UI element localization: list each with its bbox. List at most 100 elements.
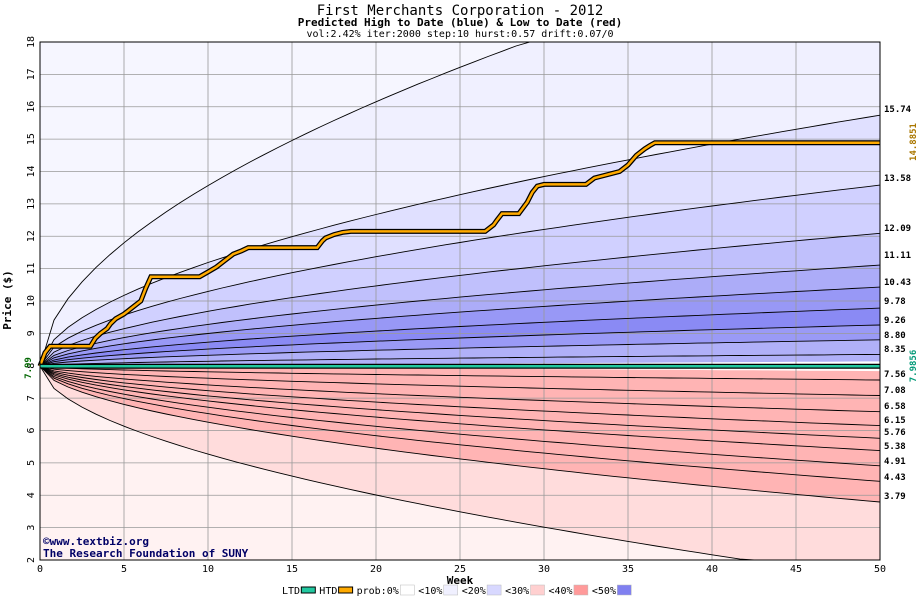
legend-swatch bbox=[400, 584, 415, 596]
legend-label: <20% bbox=[462, 586, 486, 597]
right-value-label: 6.15 bbox=[884, 416, 906, 426]
axes-ticks: 0 5 10 15 20 25 30 35 40 45 5023456789101112131415… bbox=[26, 36, 886, 575]
x-tick-label: 30 bbox=[538, 564, 550, 575]
right-value-label: 3.79 bbox=[884, 492, 906, 502]
legend-swatch bbox=[617, 584, 632, 596]
y-tick-label: 17 bbox=[26, 68, 37, 80]
low-probability-curve bbox=[39, 365, 881, 452]
right-value-label: 12.09 bbox=[884, 224, 911, 234]
right-value-label: 5.38 bbox=[884, 442, 906, 452]
y-axis-label: Price ($) bbox=[1, 270, 14, 330]
y-tick-label: 11 bbox=[26, 263, 37, 275]
legend-swatch bbox=[486, 584, 502, 596]
blue-band-outer bbox=[40, 42, 880, 367]
legend-label: <50% bbox=[592, 586, 616, 597]
x-tick-label: 20 bbox=[370, 564, 382, 575]
x-tick-label: 15 bbox=[286, 564, 298, 575]
x-tick-label: 10 bbox=[202, 564, 214, 575]
blue-band bbox=[40, 287, 880, 367]
chart-params: vol:2.42% iter:2000 step:10 hurst:0.57 d… bbox=[306, 29, 613, 40]
y-tick-label: 16 bbox=[26, 101, 37, 113]
low-probability-curve bbox=[39, 365, 881, 503]
high-probability-curve bbox=[39, 232, 881, 367]
right-value-label: 7.56 bbox=[884, 370, 906, 380]
low-probability-curve bbox=[39, 365, 881, 396]
x-tick-label: 5 bbox=[121, 564, 127, 575]
high-probability-curve bbox=[39, 264, 881, 367]
y-tick-label: 3 bbox=[26, 525, 37, 531]
blue-band bbox=[40, 265, 880, 367]
x-axis-label: Week bbox=[447, 574, 474, 587]
right-value-label: 9.78 bbox=[884, 297, 906, 307]
y-tick-label: 10 bbox=[26, 295, 37, 307]
legend-line-swatch bbox=[338, 586, 354, 594]
right-value-label: 9.26 bbox=[884, 316, 906, 326]
htd-series-line bbox=[38, 141, 880, 367]
high-probability-curve bbox=[39, 114, 881, 367]
right-value-label: 7.08 bbox=[884, 386, 906, 396]
x-tick-label: 40 bbox=[706, 564, 718, 575]
y-tick-label: 12 bbox=[26, 230, 37, 242]
y-tick-label: 2 bbox=[26, 557, 37, 563]
blue-band bbox=[40, 42, 880, 367]
high-probability-curve bbox=[39, 184, 881, 367]
x-tick-label: 50 bbox=[874, 564, 886, 575]
y-tick-label: 14 bbox=[26, 165, 37, 177]
right-value-label: 15.74 bbox=[884, 105, 912, 115]
low-probability-curve bbox=[39, 365, 881, 381]
credit-url: ©www.textbiz.org bbox=[43, 535, 149, 548]
credit-org: The Research Foundation of SUNY bbox=[43, 547, 249, 560]
high-probability-curve bbox=[39, 339, 881, 367]
legend-label: HTD bbox=[319, 586, 337, 597]
start-price-label: 7.99 bbox=[24, 357, 34, 379]
y-tick-label: 7 bbox=[26, 395, 37, 401]
legend-label: <10% bbox=[418, 586, 442, 597]
right-value-label: 8.80 bbox=[884, 331, 906, 341]
htd-final-label: 14.8851 bbox=[909, 123, 919, 161]
y-tick-label: 18 bbox=[26, 36, 37, 48]
y-tick-label: 13 bbox=[26, 198, 37, 210]
legend-label: LTD bbox=[282, 586, 300, 597]
high-probability-curve bbox=[39, 307, 881, 367]
low-probability-curve bbox=[39, 365, 881, 439]
legend-label: prob:0% bbox=[357, 586, 399, 597]
high-probability-curve bbox=[39, 353, 881, 367]
legend-label: <40% bbox=[549, 586, 573, 597]
legend-swatch bbox=[573, 584, 589, 596]
right-value-label: 8.35 bbox=[884, 345, 906, 355]
plot-frame bbox=[39, 41, 881, 561]
right-value-label: 4.91 bbox=[884, 457, 906, 467]
blue-band bbox=[40, 233, 880, 367]
legend-swatch bbox=[530, 584, 545, 596]
red-band-outer bbox=[40, 366, 880, 560]
y-tick-label: 15 bbox=[26, 133, 37, 145]
y-tick-label: 6 bbox=[26, 427, 37, 433]
x-tick-label: 0 bbox=[37, 564, 43, 575]
low-probability-curve bbox=[39, 365, 881, 482]
low-probability-curve bbox=[39, 365, 881, 467]
y-tick-label: 9 bbox=[26, 330, 37, 336]
data-series bbox=[37, 140, 880, 369]
x-tick-label: 25 bbox=[454, 564, 466, 575]
ltd-final-label: 7.9856 bbox=[909, 350, 919, 383]
right-value-label: 5.76 bbox=[884, 428, 906, 438]
low-probability-curve bbox=[39, 365, 881, 427]
right-value-label: 6.58 bbox=[884, 402, 906, 412]
x-tick-label: 35 bbox=[622, 564, 634, 575]
legend-label: <30% bbox=[505, 586, 529, 597]
legend-line-swatch bbox=[300, 586, 316, 594]
right-value-label: 10.43 bbox=[884, 278, 911, 288]
legend-swatch bbox=[443, 584, 458, 596]
right-value-labels: 15.74 13.58 12.09 11.11 10.43 9.78 9.26 8.80 8.3… bbox=[884, 105, 912, 502]
right-value-label: 4.43 bbox=[884, 473, 906, 483]
high-probability-curve bbox=[39, 324, 881, 367]
y-tick-label: 5 bbox=[26, 460, 37, 466]
probability-curves bbox=[39, 41, 881, 561]
chart-title: First Merchants Corporation - 2012 bbox=[317, 3, 604, 19]
blue-band bbox=[40, 185, 880, 367]
right-value-label: 13.58 bbox=[884, 174, 911, 184]
right-value-label: 11.11 bbox=[884, 251, 911, 261]
y-tick-label: 4 bbox=[26, 492, 37, 498]
legend: LTD HTD prob:0% <10% <20% <30% <40% <50% bbox=[282, 584, 632, 597]
